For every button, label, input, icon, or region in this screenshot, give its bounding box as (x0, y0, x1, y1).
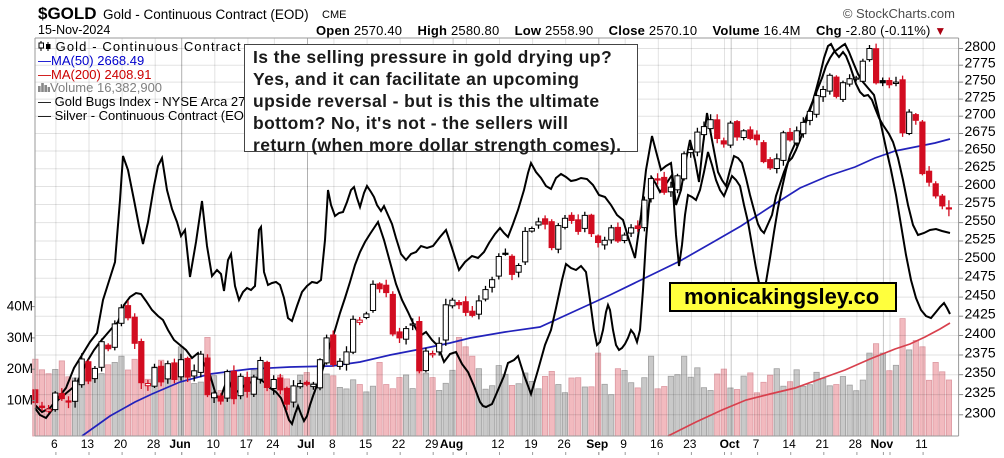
svg-text:2475: 2475 (965, 268, 996, 284)
svg-text:20: 20 (114, 437, 128, 451)
svg-text:40M: 40M (7, 299, 33, 314)
svg-text:2550: 2550 (965, 212, 996, 228)
svg-text:2675: 2675 (965, 123, 996, 139)
svg-text:2650: 2650 (965, 141, 996, 157)
svg-text:2375: 2375 (965, 345, 996, 361)
svg-text:2350: 2350 (965, 364, 996, 380)
svg-text:Jul: Jul (297, 437, 314, 451)
svg-text:2500: 2500 (965, 249, 996, 265)
svg-text:13: 13 (81, 437, 95, 451)
svg-text:19: 19 (524, 437, 538, 451)
svg-text:20M: 20M (7, 361, 33, 376)
svg-text:2450: 2450 (965, 287, 996, 303)
svg-text:2325: 2325 (965, 384, 996, 400)
svg-text:2600: 2600 (965, 176, 996, 192)
svg-text:Jun: Jun (169, 437, 190, 451)
svg-text:28: 28 (147, 437, 161, 451)
svg-text:15: 15 (359, 437, 373, 451)
svg-text:2625: 2625 (965, 158, 996, 174)
svg-text:10: 10 (207, 437, 221, 451)
svg-text:6: 6 (51, 437, 58, 451)
svg-text:2575: 2575 (965, 194, 996, 210)
svg-text:2775: 2775 (965, 55, 996, 71)
svg-text:2750: 2750 (965, 72, 996, 88)
svg-text:Nov: Nov (870, 437, 893, 451)
svg-text:16: 16 (650, 437, 664, 451)
svg-text:30M: 30M (7, 330, 33, 345)
svg-text:10M: 10M (7, 393, 33, 408)
svg-text:22: 22 (392, 437, 406, 451)
svg-text:17: 17 (240, 437, 254, 451)
svg-text:2800: 2800 (965, 38, 996, 54)
svg-text:2525: 2525 (965, 231, 996, 247)
svg-text:9: 9 (620, 437, 627, 451)
svg-text:2425: 2425 (965, 306, 996, 322)
svg-text:Aug: Aug (440, 437, 463, 451)
svg-text:26: 26 (557, 437, 571, 451)
svg-text:29: 29 (425, 437, 439, 451)
svg-text:Oct: Oct (720, 437, 740, 451)
svg-text:28: 28 (849, 437, 863, 451)
svg-text:12: 12 (491, 437, 505, 451)
svg-text:21: 21 (816, 437, 830, 451)
svg-text:11: 11 (915, 437, 928, 451)
svg-text:Sep: Sep (586, 437, 608, 451)
svg-text:2300: 2300 (965, 404, 996, 420)
svg-text:2725: 2725 (965, 89, 996, 105)
svg-text:2400: 2400 (965, 325, 996, 341)
svg-text:24: 24 (266, 437, 280, 451)
svg-text:2700: 2700 (965, 106, 996, 122)
svg-text:7: 7 (753, 437, 760, 451)
svg-text:14: 14 (782, 437, 796, 451)
svg-text:23: 23 (683, 437, 697, 451)
svg-text:8: 8 (329, 437, 336, 451)
